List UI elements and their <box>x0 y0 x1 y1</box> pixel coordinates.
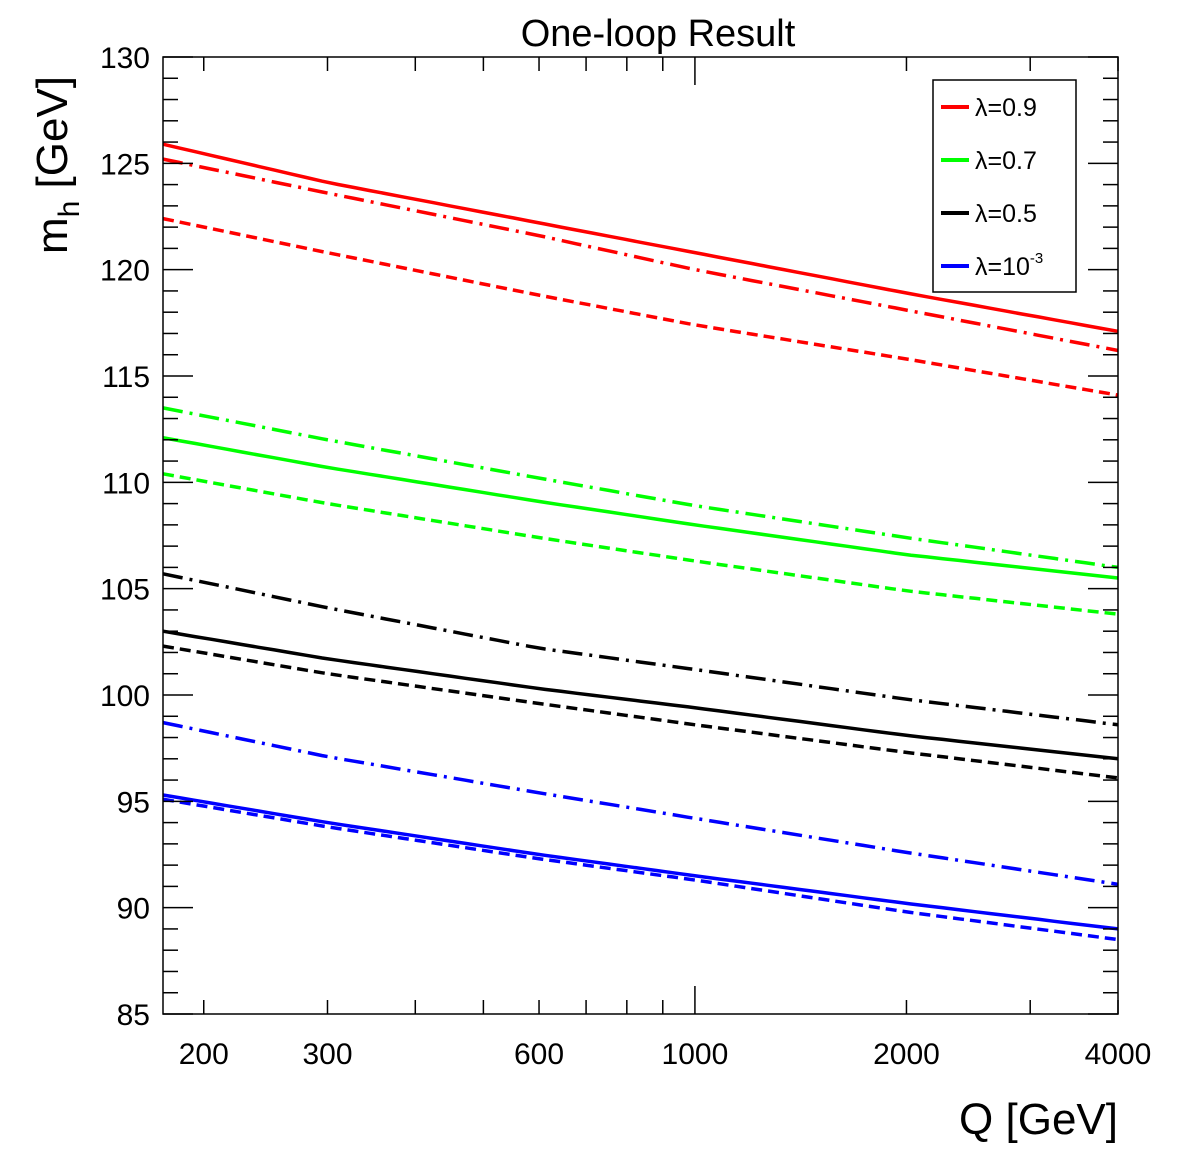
series-line-8 <box>162 572 1119 727</box>
y-tick-label: 105 <box>100 574 150 607</box>
legend-label: λ=0.9 <box>975 94 1037 122</box>
series-line-3 <box>162 216 1119 397</box>
legend-label: λ=0.7 <box>975 147 1037 175</box>
legend-label-superscript: -3 <box>1030 250 1043 267</box>
y-axis-label-sub: h <box>53 201 86 218</box>
series-line-1 <box>162 142 1119 334</box>
series-line-10 <box>162 793 1119 931</box>
series-line-11 <box>162 720 1119 887</box>
y-tick-label: 100 <box>100 680 150 713</box>
y-tick-label: 110 <box>102 467 150 500</box>
x-tick-label: 600 <box>514 1038 564 1071</box>
y-tick-label: 125 <box>100 148 150 181</box>
y-tick-label: 95 <box>117 786 150 819</box>
legend: λ=0.9λ=0.7λ=0.5λ=10-3 <box>932 79 1077 293</box>
series-line-5 <box>162 406 1119 570</box>
series-line-9 <box>162 644 1119 780</box>
y-tick-label: 85 <box>117 999 150 1032</box>
y-tick-label: 115 <box>102 361 150 394</box>
y-axis-label: mh [GeV] <box>28 76 86 254</box>
series-line-7 <box>162 629 1119 761</box>
x-tick-label: 2000 <box>873 1038 940 1071</box>
series-line-6 <box>162 472 1119 616</box>
x-tick-label: 300 <box>302 1038 352 1071</box>
legend-box <box>932 79 1077 293</box>
chart-title: One-loop Result <box>521 13 796 55</box>
series-layer <box>162 142 1119 942</box>
x-axis-label: Q [GeV] <box>959 1095 1118 1144</box>
legend-label: λ=0.5 <box>975 200 1037 228</box>
x-tick-label: 4000 <box>1085 1038 1152 1071</box>
y-tick-label: 120 <box>100 255 150 288</box>
x-tick-label: 200 <box>179 1038 229 1071</box>
series-line-2 <box>162 157 1119 353</box>
plot-frame <box>162 56 1119 1015</box>
y-tick-label: 130 <box>100 42 150 75</box>
axes-layer: 85 90 95 100 105 110 115 120 125 130 200 300 600 1000… <box>100 42 1151 1071</box>
y-axis-label-rest: [GeV] <box>28 76 77 201</box>
x-tick-label: 1000 <box>662 1038 729 1071</box>
y-tick-label: 90 <box>117 893 150 926</box>
series-line-12 <box>162 797 1119 942</box>
svg-text:mh [GeV]: mh [GeV] <box>28 76 86 254</box>
series-line-4 <box>162 435 1119 580</box>
y-axis-label-main: m <box>28 217 77 254</box>
